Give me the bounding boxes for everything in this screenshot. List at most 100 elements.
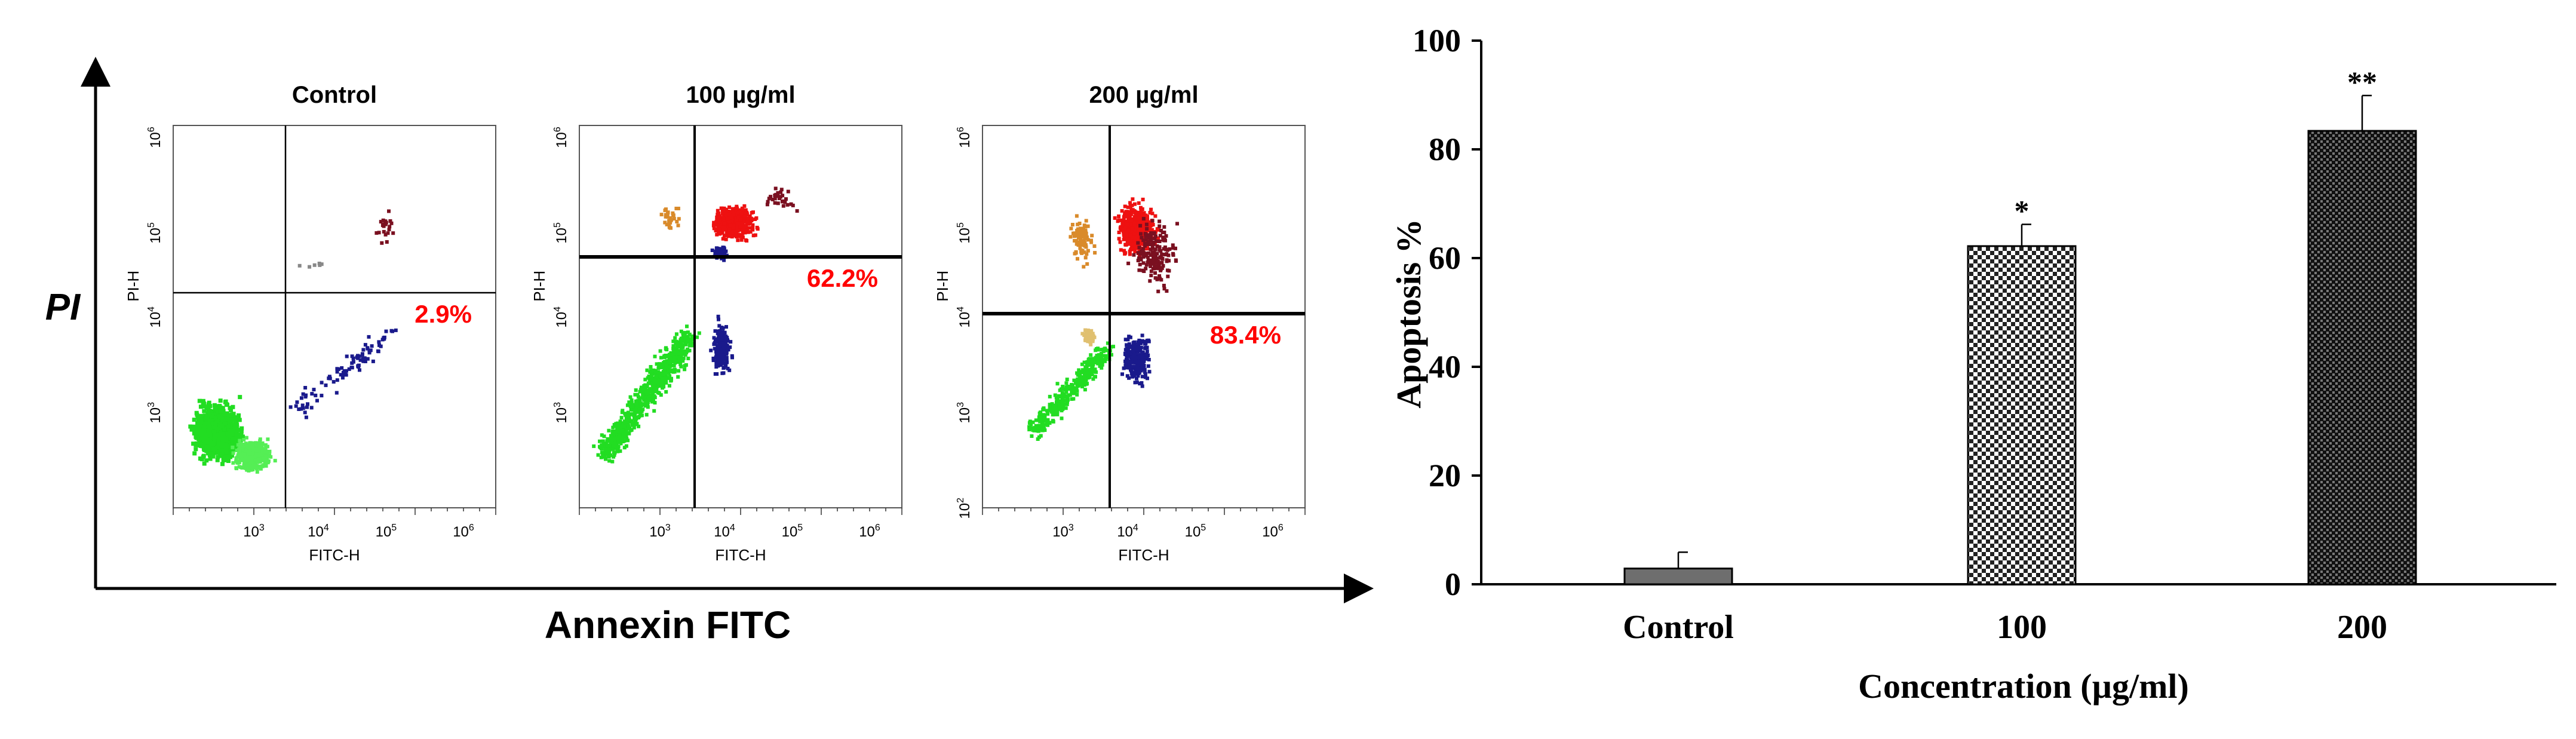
live-cell-dot bbox=[605, 443, 609, 447]
early-apoptotic-dot bbox=[320, 381, 324, 385]
live-cell-dot bbox=[246, 452, 250, 456]
late-apoptotic-dot bbox=[1146, 246, 1150, 250]
live-cell-dot bbox=[592, 444, 596, 448]
late-apoptotic-dot bbox=[778, 195, 782, 199]
live-cell-dot bbox=[201, 398, 205, 403]
early-apoptotic-dot bbox=[1140, 358, 1144, 363]
live-cell-dot bbox=[649, 373, 653, 378]
late-apoptotic-dot bbox=[720, 231, 724, 235]
live-cell-dot bbox=[646, 405, 650, 409]
live-cell-dot bbox=[630, 401, 634, 405]
live-cell-dot bbox=[208, 433, 213, 437]
live-cell-dot bbox=[1039, 434, 1043, 438]
live-cell-dot bbox=[645, 384, 649, 388]
live-cell-dot bbox=[1036, 418, 1040, 422]
live-cell-dot bbox=[237, 465, 241, 469]
early-apoptotic-dot bbox=[1127, 361, 1131, 366]
necrotic-dot bbox=[1082, 243, 1086, 247]
live-cell-dot bbox=[231, 461, 235, 465]
live-cell-dot bbox=[1088, 375, 1092, 379]
late-apoptotic-dot bbox=[1150, 228, 1154, 232]
live-cell-dot bbox=[241, 458, 245, 462]
live-cell-dot bbox=[255, 445, 259, 449]
late-apoptotic-dot bbox=[726, 210, 730, 213]
tick-base: 10 bbox=[714, 524, 730, 540]
late-apoptotic-dot bbox=[728, 223, 732, 228]
early-apoptotic-dot bbox=[1131, 364, 1135, 369]
early-apoptotic-dot bbox=[727, 368, 732, 372]
late-apoptotic-dot bbox=[739, 211, 744, 216]
tick-base: 10 bbox=[554, 132, 570, 148]
live-cell-dot bbox=[213, 449, 217, 454]
live-cell-dot bbox=[263, 454, 268, 458]
early-apoptotic-dot bbox=[344, 373, 348, 377]
late-apoptotic-dot bbox=[1139, 232, 1143, 236]
late-apoptotic-dot bbox=[781, 200, 785, 204]
live-cell-dot bbox=[222, 413, 227, 418]
live-cell-dot bbox=[1073, 387, 1077, 391]
live-cell-dot bbox=[198, 441, 203, 446]
live-cell-dot bbox=[652, 368, 656, 372]
early-apoptotic-dot bbox=[1143, 370, 1147, 374]
debris-dot bbox=[320, 262, 324, 266]
necrotic-dot bbox=[1078, 246, 1082, 250]
live-cell-dot bbox=[613, 430, 618, 433]
live-cell-dot bbox=[1037, 411, 1042, 415]
late-apoptotic-dot bbox=[1119, 218, 1123, 222]
early-apoptotic-dot bbox=[1144, 357, 1149, 361]
live-cell-dot bbox=[220, 418, 225, 422]
late-apoptotic-dot bbox=[735, 228, 739, 232]
live-cell-dot bbox=[607, 444, 612, 448]
live-cell-dot bbox=[652, 409, 656, 413]
early-apoptotic-dot bbox=[1125, 360, 1129, 364]
live-cell-dot bbox=[194, 410, 199, 415]
live-cell-dot bbox=[253, 458, 257, 462]
late-apoptotic-dot bbox=[1128, 201, 1132, 205]
early-apoptotic-dot bbox=[288, 405, 293, 409]
early-apoptotic-dot bbox=[394, 328, 398, 332]
live-cell-dot bbox=[602, 434, 606, 439]
late-apoptotic-dot bbox=[769, 195, 773, 199]
late-apoptotic-dot bbox=[1122, 249, 1126, 253]
late-apoptotic-dot bbox=[736, 238, 740, 243]
tick-exponent: 5 bbox=[146, 222, 156, 228]
late-apoptotic-dot bbox=[747, 222, 751, 226]
live-cell-dot bbox=[247, 458, 251, 462]
live-cell-dot bbox=[213, 415, 218, 420]
late-apoptotic-dot bbox=[1128, 252, 1132, 256]
live-cell-dot bbox=[610, 459, 615, 464]
late-apoptotic-dot bbox=[1120, 222, 1125, 226]
late-apoptotic-dot bbox=[727, 205, 732, 209]
live-cell-dot bbox=[202, 443, 207, 447]
live-cell-dot bbox=[225, 424, 230, 429]
early-apoptotic-dot bbox=[1140, 384, 1144, 388]
late-apoptotic-dot bbox=[1135, 214, 1138, 219]
live-cell-dot bbox=[208, 404, 213, 409]
tick-exponent: 6 bbox=[552, 127, 563, 132]
live-cell-dot bbox=[1061, 407, 1065, 411]
flow-y-axis-label: PI bbox=[45, 287, 81, 328]
live-cell-dot bbox=[615, 436, 619, 439]
live-cell-dot bbox=[672, 363, 676, 367]
late-apoptotic-dot bbox=[741, 224, 745, 228]
late-apoptotic-dot bbox=[715, 232, 719, 237]
live-cell-dot bbox=[1058, 395, 1062, 398]
late-apoptotic-dot bbox=[1171, 243, 1175, 247]
late-apoptotic-dot bbox=[1139, 219, 1143, 223]
necrotic-dot bbox=[1083, 231, 1087, 235]
tick-exponent: 3 bbox=[552, 402, 563, 407]
log-tick-label: 105 bbox=[552, 222, 570, 244]
early-apoptotic-dot bbox=[366, 346, 370, 351]
live-cell-dot bbox=[659, 355, 663, 360]
live-cell-dot bbox=[212, 447, 216, 452]
late-apoptotic-dot bbox=[1161, 264, 1165, 268]
live-cell-dot bbox=[1094, 370, 1098, 374]
late-apoptotic-dot bbox=[1136, 229, 1140, 233]
early-apoptotic-dot bbox=[1129, 369, 1134, 373]
live-cell-dot bbox=[677, 355, 681, 360]
late-apoptotic-dot bbox=[779, 190, 783, 194]
live-cell-dot bbox=[216, 455, 220, 459]
late-apoptotic-dot bbox=[734, 207, 738, 210]
debris-dot bbox=[1082, 333, 1086, 338]
live-cell-dot bbox=[224, 402, 229, 407]
